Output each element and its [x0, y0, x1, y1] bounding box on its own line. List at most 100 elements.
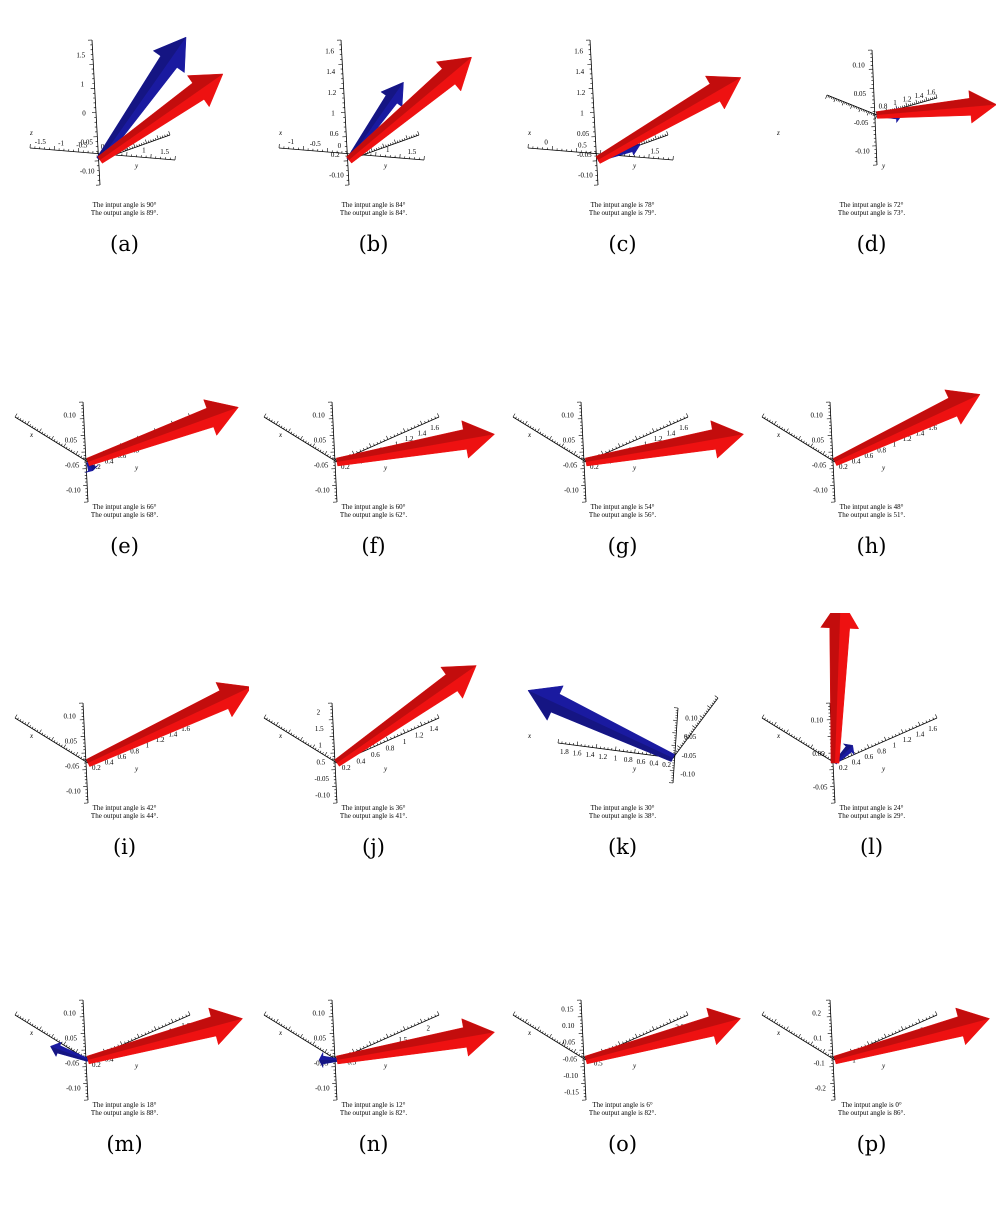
angle-caption: The intput angle is 0°The output angle i…: [747, 1101, 996, 1117]
output-angle-text: The output angle is 41°.: [249, 812, 498, 820]
tick-label: -0.05: [65, 763, 80, 771]
tick-label: -0.05: [577, 151, 592, 159]
output-angle-text: The output angle is 82°.: [498, 1109, 747, 1117]
angle-caption: The intput angle is 66°The output angle …: [0, 503, 249, 519]
tick-label: 0.10: [562, 412, 575, 420]
tick-label: 0: [338, 142, 342, 150]
x-axis: [513, 414, 588, 462]
tick-label: 1.5: [651, 148, 660, 156]
output-angle-text: The output angle is 89°.: [0, 209, 249, 217]
subfigure-label: (p): [747, 1132, 996, 1156]
tick-label: 0.05: [854, 90, 867, 98]
tick-label: 1.6: [573, 750, 582, 758]
panel-plot: 0.20.40.60.81.01.21.41.6-0.10-0.050.050.…: [0, 910, 249, 1120]
tick-label: 0.8: [879, 102, 888, 110]
tick-label: 1.4: [586, 751, 595, 759]
tick-label: -0.05: [314, 462, 329, 470]
x-axis: [15, 715, 90, 763]
vertical-axis: -0.10-0.050.511.52: [314, 703, 337, 803]
tick-label: 0.10: [811, 717, 824, 725]
tick-label: 1.4: [429, 725, 438, 733]
output-angle-text: The output angle is 38°.: [498, 812, 747, 820]
tick-label: 1.6: [325, 47, 334, 55]
axis-name: x: [29, 431, 34, 439]
panel-plot: -1-0.500.511.5-0.100.20.611.21.41.6xy: [249, 10, 498, 220]
vertical-axis: -0.15-0.10-0.050.050.100.15: [561, 1000, 586, 1100]
output-arrow: [87, 1008, 243, 1064]
tick-label: 1.5: [160, 148, 169, 156]
axis-name: x: [278, 1029, 283, 1037]
vertical-axis: -0.10-0.050.050.10: [562, 402, 587, 502]
input-angle-text: The intput angle is 72°: [747, 201, 996, 209]
panel-m: 0.20.40.60.81.01.21.41.6-0.10-0.050.050.…: [0, 910, 249, 1212]
output-arrow: [833, 390, 980, 466]
tick-label: 0.05: [314, 437, 327, 445]
tick-label: 1: [893, 742, 897, 750]
tick-label: 1.2: [903, 96, 912, 104]
tick-label: 1.2: [327, 89, 336, 97]
tick-label: 0.05: [563, 437, 576, 445]
tick-label: -0.10: [315, 792, 330, 800]
vertical-axis: -0.100.20.611.21.41.6: [325, 40, 349, 185]
tick-label: -0.10: [66, 788, 81, 796]
tick-label: 0: [544, 139, 548, 147]
axis-name: x: [527, 431, 532, 439]
subfigure-label: (f): [249, 534, 498, 558]
axis-name: y: [134, 765, 139, 773]
tick-label: 1: [318, 742, 322, 750]
vertical-axis: -0.10-0.050.050.10: [811, 402, 836, 502]
input-angle-text: The intput angle is 6°: [498, 1101, 747, 1109]
tick-label: 0.10: [811, 412, 824, 420]
angle-caption: The intput angle is 60°The output angle …: [249, 503, 498, 519]
tick-label: 0.1: [814, 1035, 823, 1043]
subfigure-label: (i): [0, 835, 249, 859]
tick-label: -0.10: [855, 148, 870, 156]
panel-b: -1-0.500.511.5-0.100.20.611.21.41.6xyThe…: [249, 10, 498, 312]
tick-label: -0.05: [682, 752, 697, 760]
x-axis: [15, 414, 90, 462]
vertical-axis: -0.10-0.050.050.10: [669, 708, 698, 783]
subfigure-label: (g): [498, 534, 747, 558]
axis-name: x: [278, 129, 283, 137]
output-arrow: [585, 1008, 741, 1064]
tick-label: 1.6: [430, 424, 439, 432]
tick-label: 0.05: [812, 750, 825, 758]
tick-label: -0.05: [563, 1055, 578, 1063]
tick-label: 0.4: [649, 760, 658, 768]
output-angle-text: The output angle is 29°.: [747, 812, 996, 820]
x-axis: [264, 414, 339, 462]
axis-name: x: [29, 732, 34, 740]
angle-caption: The intput angle is 48°The output angle …: [747, 503, 996, 519]
tick-label: 1.2: [576, 89, 585, 97]
tick-label: 0.8: [877, 747, 886, 755]
tick-label: 1: [614, 755, 618, 763]
tick-label: -0.1: [814, 1060, 826, 1068]
vertical-axis: -0.10-0.050.050.10: [313, 402, 338, 502]
axis-name: y: [383, 765, 388, 773]
vertical-axis: -0.10-0.050.050.10: [64, 402, 89, 502]
tick-label: 2: [317, 708, 321, 716]
y-axis: 0.20.40.60.811.21.41.6: [833, 714, 937, 772]
angle-caption: The intput angle is 78°The output angle …: [498, 201, 747, 217]
angle-caption: The intput angle is 84°The output angle …: [249, 201, 498, 217]
angle-caption: The intput angle is 54°The output angle …: [498, 503, 747, 519]
tick-label: -0.10: [66, 1085, 81, 1093]
tick-label: 1: [580, 110, 584, 118]
tick-label: 0.4: [852, 759, 861, 767]
tick-label: 1.2: [598, 753, 607, 761]
input-angle-text: The intput angle is 48°: [747, 503, 996, 511]
axis-name: y: [632, 464, 637, 472]
angle-caption: The intput angle is 90°The output angle …: [0, 201, 249, 217]
tick-label: 0.05: [65, 1035, 78, 1043]
axis-name: y: [632, 1062, 637, 1070]
panel-plot: 0.20.40.60.811.21.41.6-0.10-0.050.050.10…: [249, 312, 498, 522]
axis-name: z: [776, 129, 780, 137]
